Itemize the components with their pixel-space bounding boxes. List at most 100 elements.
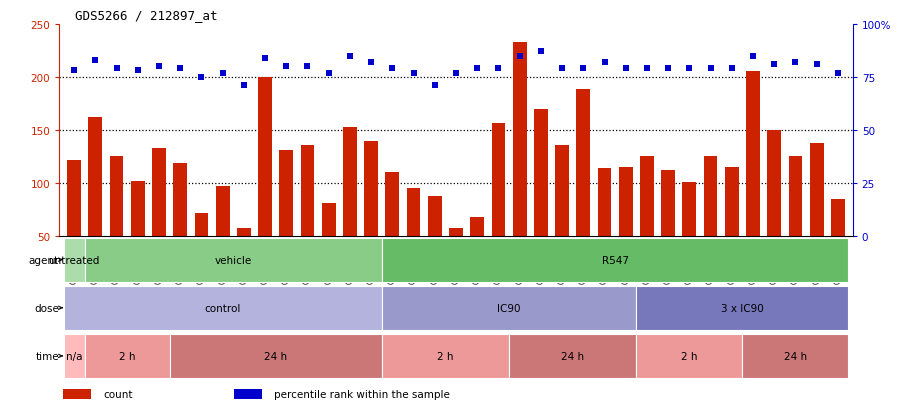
Point: [660, 66, 675, 72]
Text: 2 h: 2 h: [436, 351, 453, 361]
Text: R547: R547: [601, 255, 628, 265]
Bar: [619, 167, 632, 236]
Bar: [512, 43, 526, 236]
Bar: [64, 334, 85, 378]
Bar: [64, 238, 85, 282]
Bar: [169, 334, 382, 378]
Text: count: count: [103, 389, 132, 399]
Text: IC90: IC90: [496, 303, 520, 313]
Text: dose: dose: [34, 303, 59, 313]
Point: [766, 62, 781, 68]
Point: [830, 70, 844, 77]
Bar: [363, 142, 378, 236]
Point: [681, 66, 696, 72]
Point: [533, 49, 548, 55]
Point: [787, 59, 802, 66]
Point: [88, 57, 103, 64]
Bar: [660, 171, 674, 236]
Bar: [555, 145, 568, 236]
Text: n/a: n/a: [66, 351, 82, 361]
Point: [109, 66, 124, 72]
Bar: [724, 167, 738, 236]
Bar: [636, 334, 742, 378]
Point: [469, 66, 484, 72]
Point: [300, 64, 314, 70]
Text: GDS5266 / 212897_at: GDS5266 / 212897_at: [75, 9, 218, 22]
Bar: [508, 334, 636, 378]
Point: [151, 64, 166, 70]
Point: [384, 66, 399, 72]
Point: [130, 68, 145, 75]
Bar: [85, 334, 169, 378]
Point: [554, 66, 568, 72]
Bar: [703, 157, 717, 236]
Bar: [406, 188, 420, 236]
Point: [405, 70, 420, 77]
Bar: [322, 203, 335, 236]
Text: 2 h: 2 h: [118, 351, 135, 361]
Text: 24 h: 24 h: [264, 351, 287, 361]
Point: [279, 64, 293, 70]
Point: [173, 66, 188, 72]
Point: [258, 55, 272, 62]
Bar: [382, 334, 508, 378]
Bar: [788, 157, 802, 236]
Bar: [742, 334, 847, 378]
Bar: [491, 124, 505, 236]
Point: [427, 83, 442, 89]
Text: control: control: [204, 303, 241, 313]
Point: [618, 66, 632, 72]
Point: [67, 68, 81, 75]
Text: time: time: [36, 351, 59, 361]
Point: [343, 53, 357, 60]
Bar: [766, 131, 780, 236]
Point: [512, 53, 527, 60]
Bar: [597, 169, 610, 236]
Text: 24 h: 24 h: [783, 351, 806, 361]
Bar: [533, 109, 548, 236]
Bar: [63, 389, 91, 399]
Bar: [382, 238, 847, 282]
Bar: [258, 78, 271, 236]
Bar: [279, 150, 292, 236]
Point: [491, 66, 506, 72]
Point: [215, 70, 230, 77]
Bar: [301, 145, 314, 236]
Bar: [216, 186, 230, 236]
Point: [639, 66, 653, 72]
Bar: [636, 286, 847, 330]
Point: [597, 59, 611, 66]
Text: vehicle: vehicle: [214, 255, 251, 265]
Bar: [88, 118, 102, 236]
Bar: [448, 229, 463, 236]
Bar: [427, 197, 441, 236]
Bar: [237, 229, 251, 236]
Bar: [385, 173, 399, 236]
Bar: [745, 72, 759, 236]
Bar: [809, 144, 823, 236]
Text: 24 h: 24 h: [560, 351, 584, 361]
Point: [236, 83, 251, 89]
Bar: [382, 286, 636, 330]
Bar: [470, 217, 484, 236]
Point: [321, 70, 335, 77]
Bar: [85, 238, 382, 282]
Bar: [131, 181, 145, 236]
Point: [702, 66, 717, 72]
Bar: [681, 182, 695, 236]
Point: [723, 66, 738, 72]
Bar: [194, 214, 208, 236]
Point: [808, 62, 823, 68]
Bar: [64, 286, 382, 330]
Point: [448, 70, 463, 77]
Point: [363, 59, 378, 66]
Bar: [173, 163, 187, 236]
Point: [576, 66, 590, 72]
Text: untreated: untreated: [48, 255, 99, 265]
Text: 2 h: 2 h: [681, 351, 697, 361]
Bar: [830, 199, 844, 236]
Point: [194, 74, 209, 81]
Text: percentile rank within the sample: percentile rank within the sample: [273, 389, 449, 399]
Text: agent: agent: [29, 255, 59, 265]
Bar: [640, 157, 653, 236]
